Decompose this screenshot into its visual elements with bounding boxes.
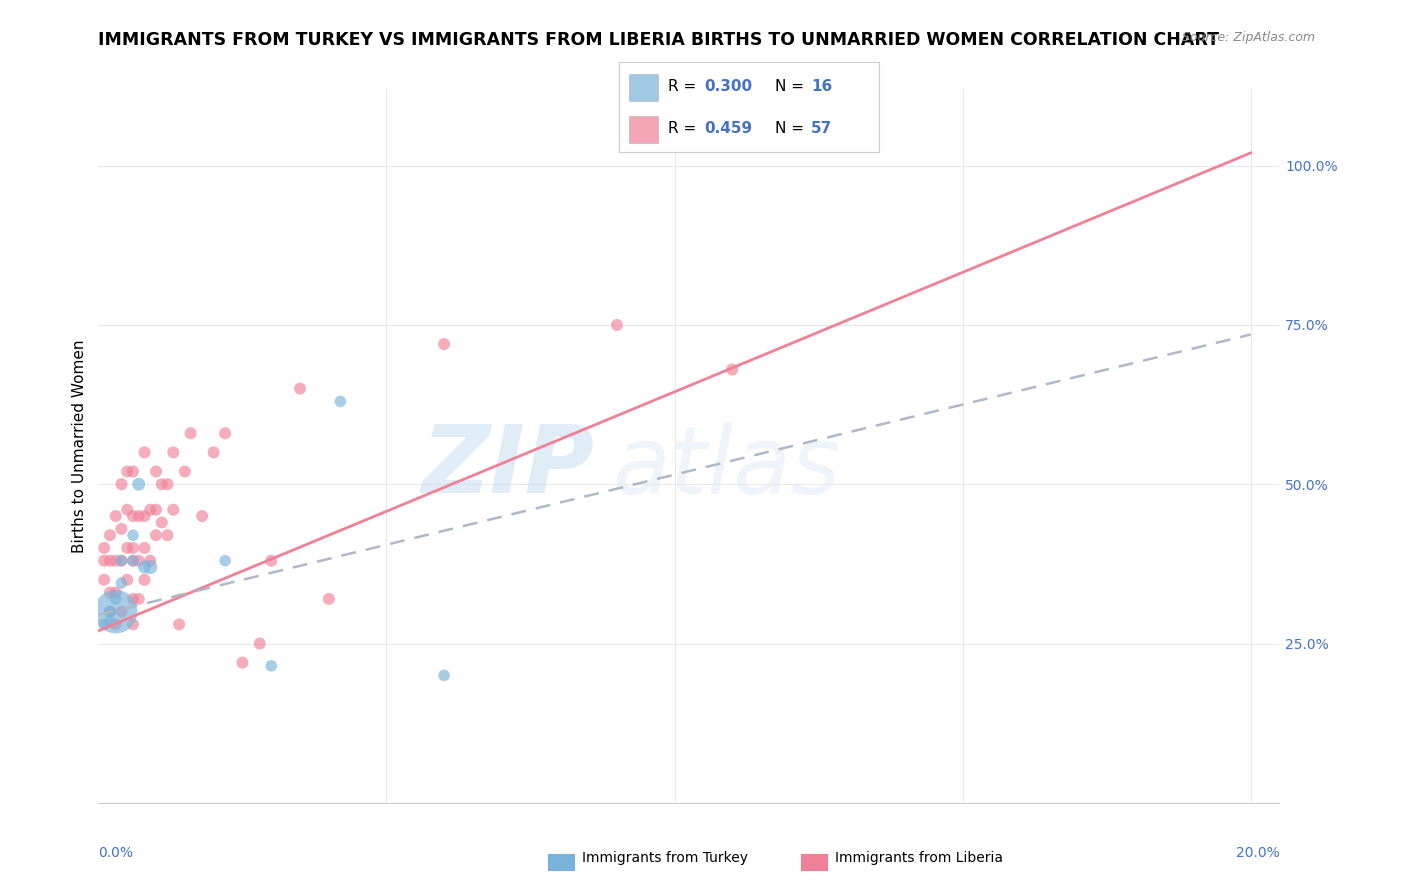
Point [173, 465, 195, 479]
Text: R =: R = [668, 121, 702, 136]
Point [115, 502, 138, 516]
Text: Source: ZipAtlas.com: Source: ZipAtlas.com [1181, 31, 1315, 45]
Text: N =: N = [775, 121, 808, 136]
Text: IMMIGRANTS FROM TURKEY VS IMMIGRANTS FROM LIBERIA BIRTHS TO UNMARRIED WOMEN CORR: IMMIGRANTS FROM TURKEY VS IMMIGRANTS FRO… [98, 31, 1219, 49]
Text: 16: 16 [811, 79, 832, 94]
Text: ZIP: ZIP [422, 421, 595, 514]
Point [214, 426, 236, 441]
Point [318, 591, 340, 606]
Point [134, 560, 156, 574]
Y-axis label: Births to Unmarried Women: Births to Unmarried Women [72, 339, 87, 553]
Point [122, 509, 145, 524]
Text: Immigrants from Turkey: Immigrants from Turkey [582, 851, 748, 865]
Point [433, 337, 456, 351]
Bar [628, 116, 658, 143]
Point [433, 668, 456, 682]
Point [606, 318, 628, 332]
Point [329, 394, 352, 409]
Point [110, 554, 132, 568]
Point [110, 576, 132, 591]
Bar [628, 74, 658, 101]
Point [145, 502, 167, 516]
Point [122, 591, 145, 606]
Point [122, 617, 145, 632]
Point [128, 554, 150, 568]
Point [104, 617, 127, 632]
Point [93, 617, 115, 632]
Point [139, 502, 162, 516]
Point [162, 445, 184, 459]
Point [110, 605, 132, 619]
Point [128, 509, 150, 524]
Point [110, 554, 132, 568]
Point [145, 528, 167, 542]
Point [98, 605, 121, 619]
Text: 0.300: 0.300 [704, 79, 752, 94]
Point [134, 541, 156, 555]
Point [93, 541, 115, 555]
Point [93, 554, 115, 568]
Point [98, 585, 121, 599]
Point [128, 591, 150, 606]
Point [214, 554, 236, 568]
Point [150, 477, 173, 491]
Point [98, 528, 121, 542]
Point [288, 382, 311, 396]
Point [139, 554, 162, 568]
Point [122, 465, 145, 479]
Text: 0.459: 0.459 [704, 121, 752, 136]
Point [180, 426, 202, 441]
Point [122, 541, 145, 555]
Point [122, 554, 145, 568]
Point [128, 477, 150, 491]
Point [202, 445, 225, 459]
Point [191, 509, 214, 524]
Point [231, 656, 253, 670]
Point [162, 502, 184, 516]
Point [150, 516, 173, 530]
Point [104, 585, 127, 599]
Point [134, 509, 156, 524]
Point [156, 528, 179, 542]
Point [260, 658, 283, 673]
Text: R =: R = [668, 79, 702, 94]
Point [156, 477, 179, 491]
Point [104, 605, 127, 619]
Point [260, 554, 283, 568]
Text: N =: N = [775, 79, 808, 94]
Point [115, 541, 138, 555]
Point [145, 465, 167, 479]
Point [134, 573, 156, 587]
Point [122, 554, 145, 568]
Point [167, 617, 190, 632]
Point [98, 614, 121, 628]
Point [115, 573, 138, 587]
Text: 57: 57 [811, 121, 832, 136]
Point [721, 362, 744, 376]
Point [104, 554, 127, 568]
Text: 0.0%: 0.0% [98, 846, 134, 860]
Point [104, 509, 127, 524]
Point [122, 528, 145, 542]
Point [249, 636, 271, 650]
Text: 20.0%: 20.0% [1236, 846, 1279, 860]
Point [110, 477, 132, 491]
Point [104, 591, 127, 606]
Point [98, 605, 121, 619]
Point [139, 560, 162, 574]
Text: atlas: atlas [612, 422, 841, 513]
Point [93, 573, 115, 587]
Text: Immigrants from Liberia: Immigrants from Liberia [835, 851, 1002, 865]
Point [110, 522, 132, 536]
Point [115, 465, 138, 479]
Point [134, 445, 156, 459]
Point [98, 554, 121, 568]
